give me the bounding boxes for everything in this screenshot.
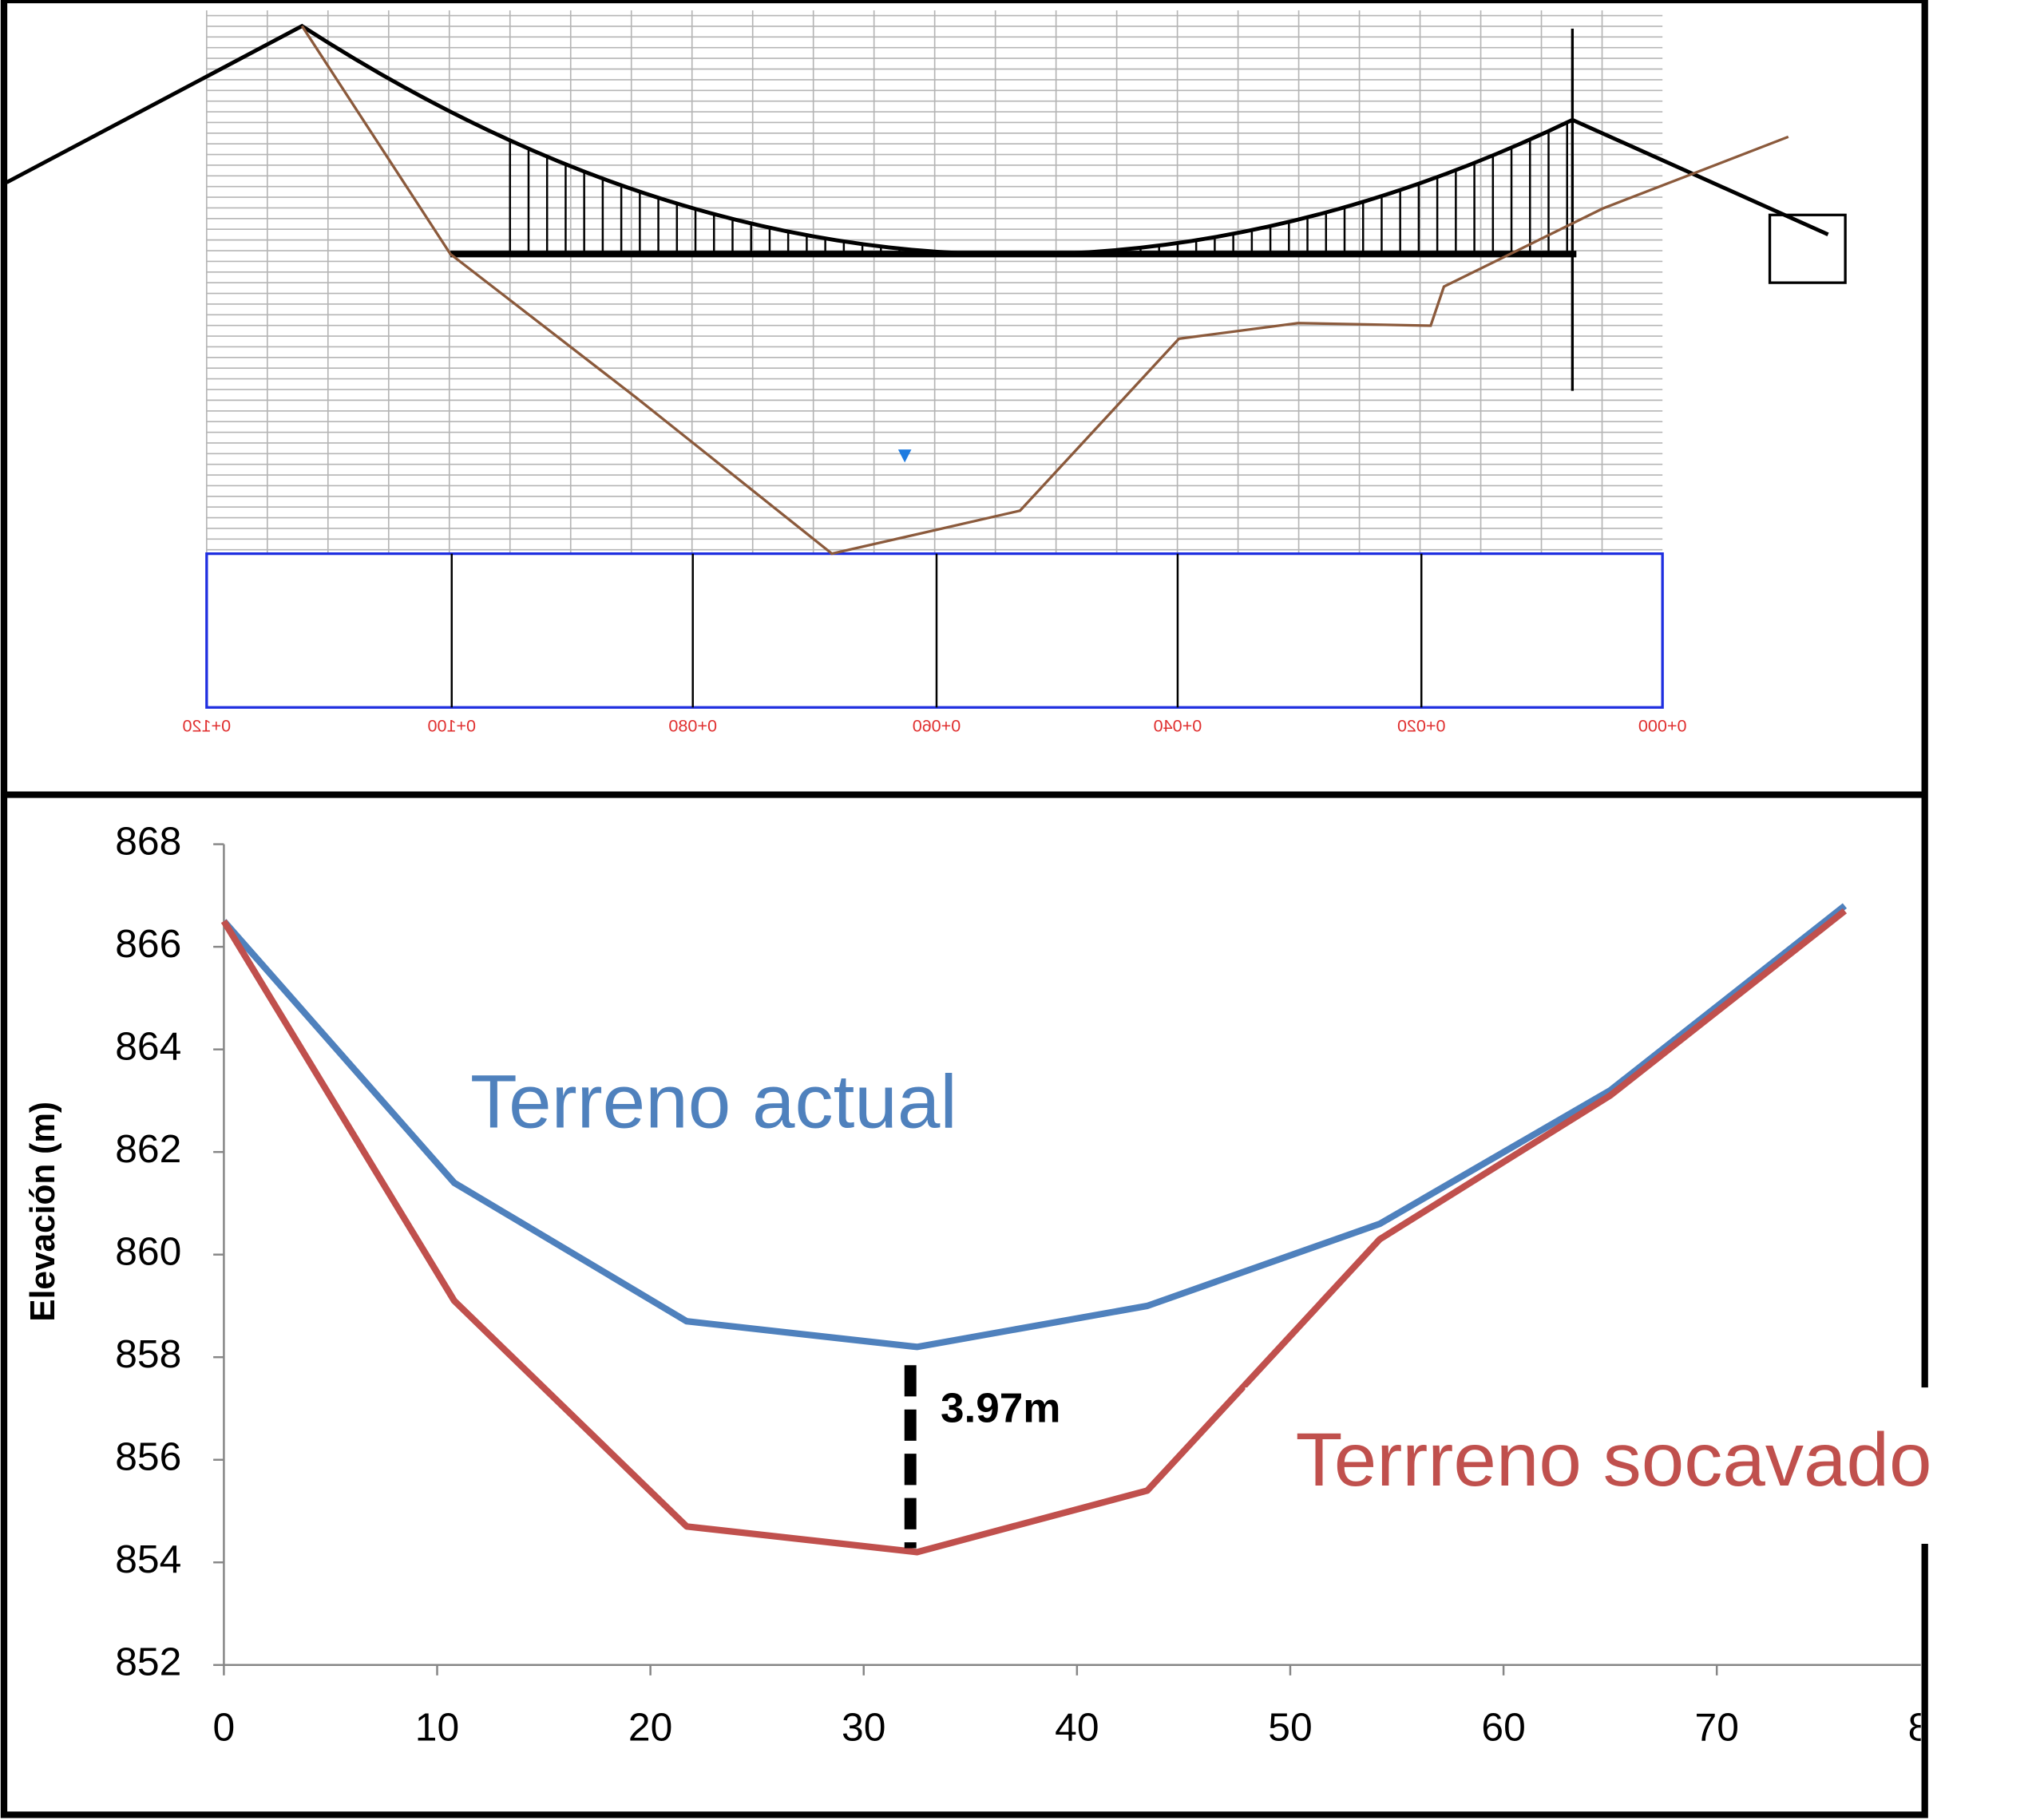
station-label: 0+060	[913, 716, 961, 735]
x-tick-label: 40	[1055, 1706, 1099, 1750]
bridge-drawing: 0+120 0+100 0+080 0+060 0+040 0+020 0+000	[6, 10, 1847, 735]
y-tick-label: 862	[115, 1127, 181, 1171]
station-label: 0+000	[1638, 716, 1687, 735]
chart: 852 854 856 858 860 862 864 866 868 0 10 20 30 40 50 60…	[115, 820, 1952, 1750]
y-tick-label: 864	[115, 1025, 181, 1069]
terrain	[300, 25, 1789, 556]
y-tick-label: 858	[115, 1332, 181, 1376]
y-tick-label: 856	[115, 1435, 181, 1479]
x-tick-label: 70	[1695, 1706, 1739, 1750]
series-label: Terreno actual	[470, 1060, 957, 1144]
x-tick-label: 80	[1908, 1706, 1952, 1750]
y-tick-label: 868	[115, 820, 181, 864]
series-line	[220, 908, 1848, 1556]
x-tick-label: 60	[1481, 1706, 1525, 1750]
station-label: 0+080	[668, 716, 717, 735]
frame	[0, 0, 1928, 1818]
y-axis-label: Elevación (m)	[23, 1102, 61, 1322]
y-tick-label: 866	[115, 922, 181, 966]
annotation: 3.97m	[941, 1385, 1061, 1432]
station-label: 0+120	[182, 716, 231, 735]
station-box	[205, 552, 1664, 709]
x-tick-label: 50	[1268, 1706, 1312, 1750]
x-tick-label: 10	[415, 1706, 459, 1750]
x-tick-label: 30	[842, 1706, 885, 1750]
label-background	[1245, 1387, 2044, 1545]
series-label: Terrreno socavado	[1296, 1418, 1932, 1502]
station-label: 0+040	[1154, 716, 1202, 735]
station-label: 0+020	[1397, 716, 1446, 735]
water-marker	[897, 449, 912, 463]
x-tick-label: 20	[628, 1706, 672, 1750]
y-tick-label: 852	[115, 1640, 181, 1684]
anchor	[1768, 213, 1847, 284]
series-line	[221, 903, 1848, 1351]
y-tick-label: 854	[115, 1538, 181, 1582]
x-tick-label: 0	[213, 1706, 236, 1750]
cable	[6, 23, 1829, 257]
station-label: 0+100	[427, 716, 476, 735]
y-tick-label: 860	[115, 1230, 181, 1274]
